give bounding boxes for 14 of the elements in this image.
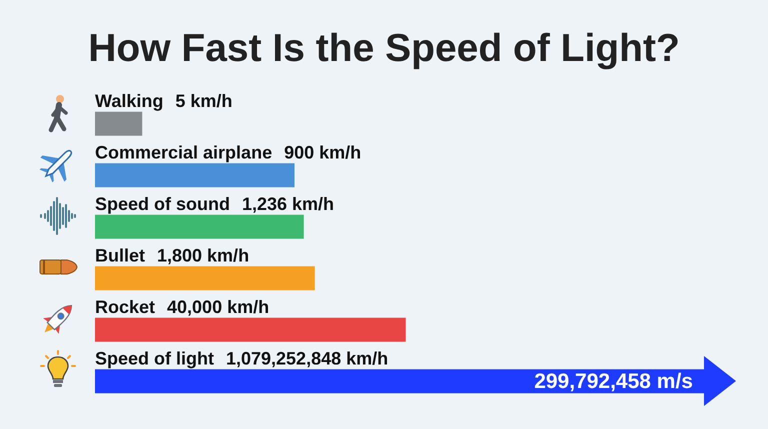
y-tick-label: Speed of light xyxy=(95,348,214,368)
y-tick-label: Rocket xyxy=(95,296,156,317)
annotation: 299,792,458 m/s xyxy=(534,370,693,393)
y-tick-label: Speed of sound xyxy=(95,194,230,214)
y-tick-label: Walking xyxy=(95,90,164,111)
y-tick-label: Bullet xyxy=(95,245,146,266)
data-label: 900 km/h xyxy=(284,142,362,162)
chart-title: How Fast Is the Speed of Light? xyxy=(88,27,680,70)
data-label: 1,236 km/h xyxy=(242,194,334,214)
data-label: 1,800 km/h xyxy=(157,245,250,266)
y-tick-label: Commercial airplane xyxy=(95,142,272,162)
data-label: 5 km/h xyxy=(175,90,232,111)
data-label: 1,079,252,848 km/h xyxy=(226,348,388,368)
data-label: 40,000 km/h xyxy=(167,296,270,317)
